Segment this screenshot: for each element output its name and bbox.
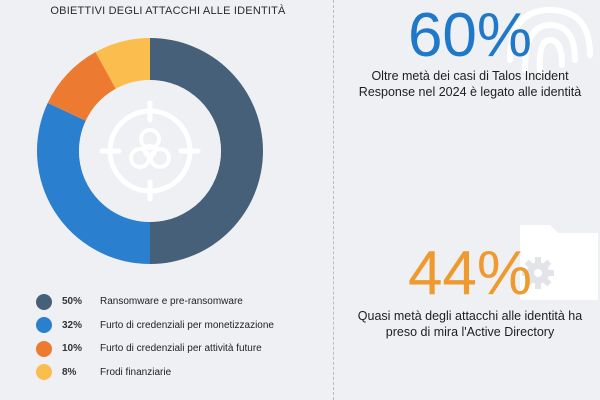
stat-caption: Oltre metà dei casi di Talos Incident Re… [358, 69, 582, 99]
donut-chart [36, 38, 263, 265]
legend-swatch [36, 340, 52, 357]
donut-hole [79, 80, 221, 222]
legend-item: 50% Ransomware e pre-ransomware [36, 290, 274, 314]
stat-value: 60% [407, 1, 533, 70]
chart-panel: OBIETTIVI DEGLI ATTACCHI ALLE IDENTITÀ 5… [36, 5, 286, 384]
legend-swatch [36, 293, 52, 310]
donut-slice-1 [150, 38, 263, 264]
legend: 50% Ransomware e pre-ransomware 32% Furto d… [36, 290, 274, 384]
stat-caption: Quasi metà degli attacchi alle identità … [357, 309, 583, 339]
divider [333, 0, 334, 400]
legend-percent: 32% [62, 319, 83, 331]
legend-swatch [36, 317, 52, 334]
donut-slice-2 [36, 102, 151, 265]
legend-label: Furto di credenziali per attività future [100, 343, 262, 355]
legend-label: Frodi finanziarie [100, 366, 172, 378]
biohazard-target-icon [99, 100, 201, 202]
stats-panel: 60% Oltre metà dei casi di Talos Inciden… [340, 0, 600, 400]
legend-percent: 50% [62, 296, 83, 308]
legend-swatch [36, 364, 52, 381]
donut-slice-4 [95, 38, 150, 89]
chart-title: OBIETTIVI DEGLI ATTACCHI ALLE IDENTITÀ [50, 5, 286, 17]
folder-gear-icon [520, 225, 598, 300]
fingerprint-icon [507, 6, 593, 75]
stat-value: 44% [407, 239, 533, 308]
legend-item: 32% Furto di credenziali per monetizzazio… [36, 314, 274, 338]
legend-item: 8% Frodi finanziarie [36, 361, 274, 385]
legend-percent: 8% [62, 366, 77, 378]
legend-label: Ransomware e pre-ransomware [100, 296, 243, 308]
legend-percent: 10% [62, 343, 83, 355]
legend-label: Furto di credenziali per monetizzazione [100, 319, 274, 331]
legend-item: 10% Furto di credenziali per attività fut… [36, 337, 274, 361]
donut-slice-3 [47, 51, 116, 121]
